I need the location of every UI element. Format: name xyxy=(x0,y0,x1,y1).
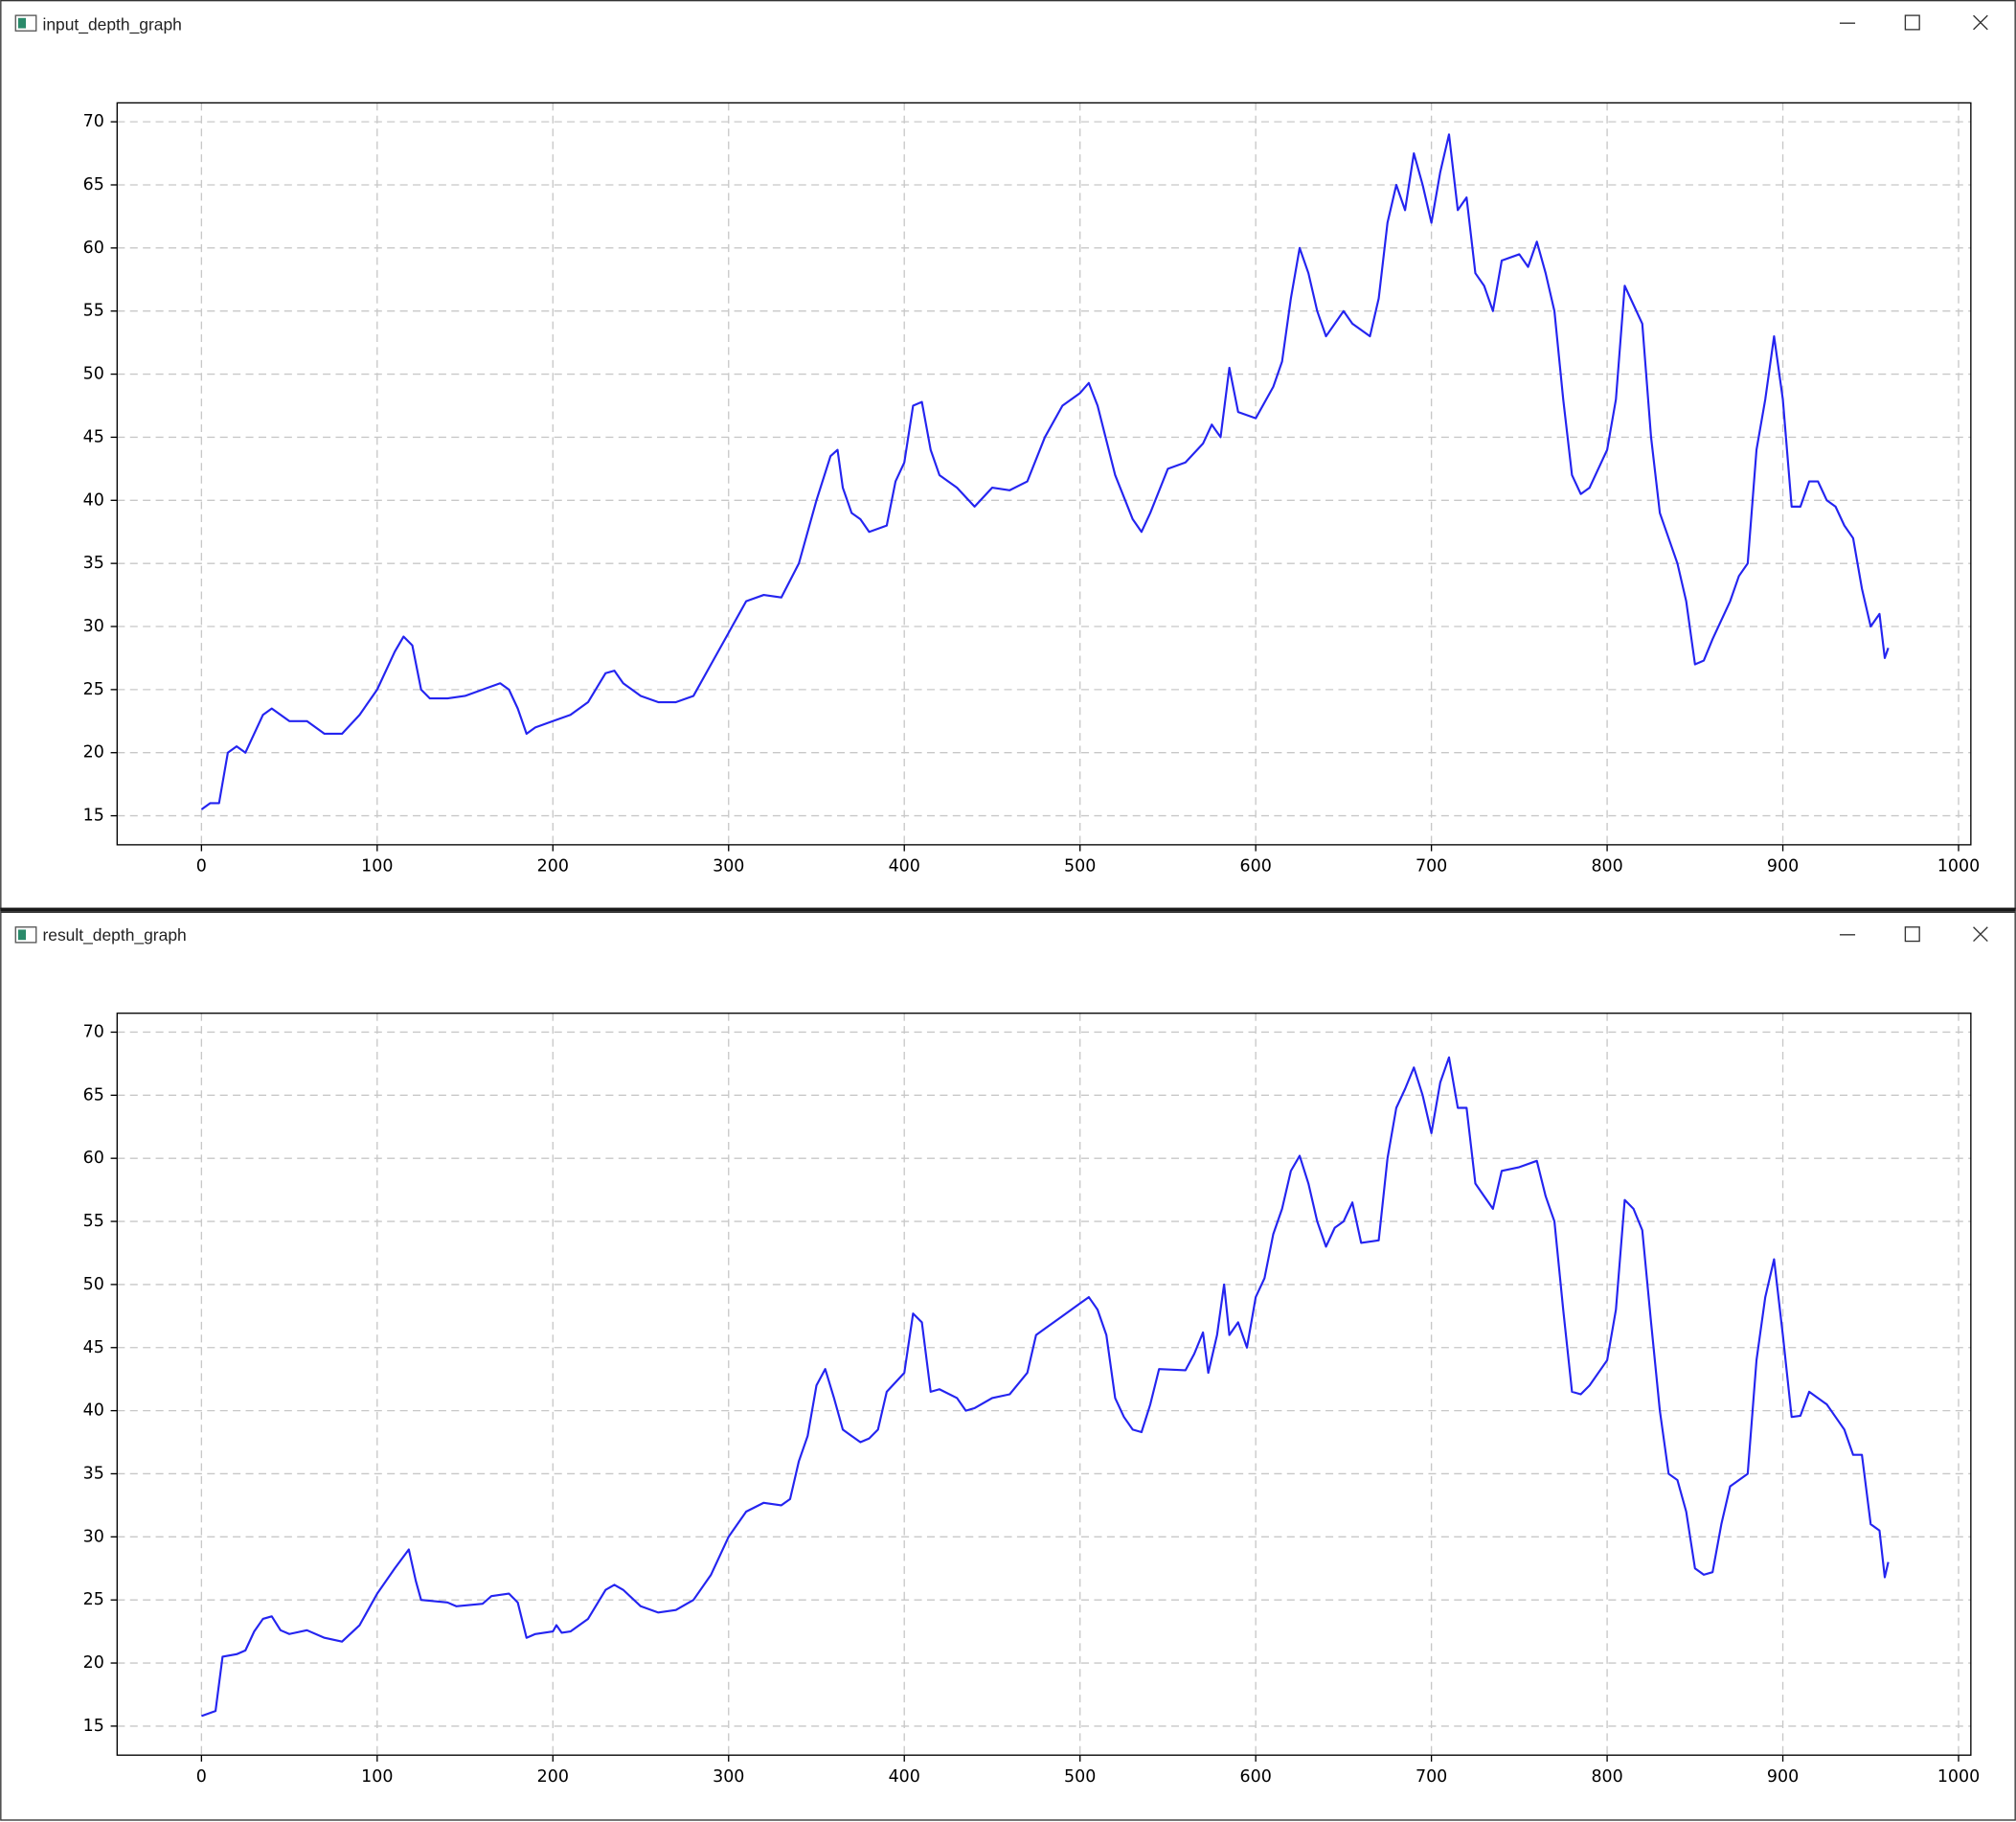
x-tick-label: 200 xyxy=(537,1767,569,1787)
y-tick-label: 70 xyxy=(83,1022,104,1041)
plot-frame xyxy=(116,1013,1972,1756)
x-tick-label: 500 xyxy=(1064,857,1096,877)
x-tick-label: 700 xyxy=(1416,857,1447,877)
x-tick-label: 0 xyxy=(196,1767,207,1787)
maximize-button[interactable] xyxy=(1904,926,1920,943)
window-divider xyxy=(0,907,2016,912)
x-tick-label: 600 xyxy=(1240,857,1272,877)
x-tick-label: 0 xyxy=(196,857,207,877)
x-tick-label: 300 xyxy=(713,1767,744,1787)
y-tick-label: 70 xyxy=(83,112,104,131)
x-tick-label: 1000 xyxy=(1937,857,1980,877)
y-tick-label: 50 xyxy=(83,365,104,384)
x-tick-label: 1000 xyxy=(1937,1767,1980,1787)
x-tick-label: 400 xyxy=(889,1767,920,1787)
x-tick-label: 100 xyxy=(361,1767,393,1787)
y-tick-label: 65 xyxy=(83,175,104,194)
y-tick-label: 35 xyxy=(83,554,104,573)
x-tick-label: 100 xyxy=(361,857,393,877)
y-tick-label: 40 xyxy=(83,1401,104,1421)
x-tick-label: 900 xyxy=(1767,1767,1799,1787)
x-tick-label: 800 xyxy=(1591,857,1622,877)
y-tick-label: 20 xyxy=(83,743,104,763)
window-title: result_depth_graph xyxy=(42,925,186,945)
app-icon-fill xyxy=(17,929,27,941)
y-tick-label: 55 xyxy=(83,1212,104,1231)
y-tick-label: 15 xyxy=(83,807,104,826)
y-tick-label: 60 xyxy=(83,239,104,258)
y-tick-label: 40 xyxy=(83,490,104,510)
plot-frame xyxy=(116,102,1972,846)
x-tick-label: 700 xyxy=(1416,1767,1447,1787)
y-tick-label: 55 xyxy=(83,302,104,321)
data-line xyxy=(200,133,1890,810)
data-line xyxy=(201,1056,1890,1718)
window xyxy=(0,911,2016,1821)
x-tick-label: 500 xyxy=(1064,1767,1096,1787)
x-tick-label: 400 xyxy=(889,857,920,877)
x-tick-label: 800 xyxy=(1591,1767,1622,1787)
maximize-button[interactable] xyxy=(1904,14,1920,31)
y-tick-label: 45 xyxy=(83,427,104,446)
y-tick-label: 60 xyxy=(83,1149,104,1168)
y-tick-label: 30 xyxy=(83,1527,104,1546)
x-tick-label: 900 xyxy=(1767,857,1799,877)
y-tick-label: 30 xyxy=(83,617,104,636)
y-tick-label: 50 xyxy=(83,1275,104,1294)
app-icon-fill xyxy=(17,17,27,29)
close-button[interactable] xyxy=(1973,926,1988,943)
window-title: input_depth_graph xyxy=(42,14,181,34)
y-tick-label: 20 xyxy=(83,1653,104,1673)
y-tick-label: 15 xyxy=(83,1717,104,1736)
y-tick-label: 25 xyxy=(83,680,104,699)
y-tick-label: 35 xyxy=(83,1464,104,1483)
x-tick-label: 200 xyxy=(537,857,569,877)
y-tick-label: 45 xyxy=(83,1338,104,1357)
x-tick-label: 600 xyxy=(1240,1767,1272,1787)
window xyxy=(0,0,2016,909)
y-tick-label: 25 xyxy=(83,1590,104,1609)
y-tick-label: 65 xyxy=(83,1085,104,1105)
close-button[interactable] xyxy=(1973,14,1988,31)
x-tick-label: 300 xyxy=(713,857,744,877)
